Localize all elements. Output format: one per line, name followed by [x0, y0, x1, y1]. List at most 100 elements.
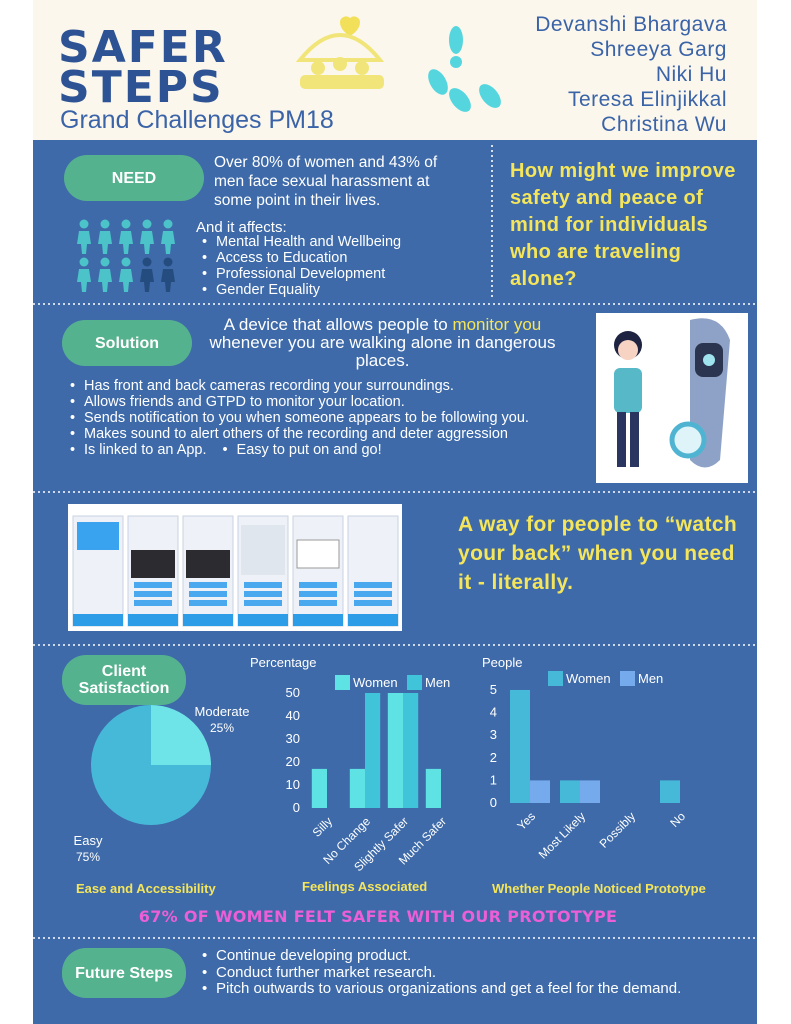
person-body	[119, 231, 133, 254]
prototype-screens	[68, 504, 402, 631]
person-head	[79, 257, 89, 267]
lens	[703, 354, 715, 366]
y-tick-label: 20	[286, 754, 300, 769]
person-body	[98, 269, 112, 292]
affects-intro: And it affects:	[196, 219, 287, 236]
affects-item: Professional Development	[200, 266, 401, 282]
solution-bullet: Makes sound to alert others of the recor…	[68, 426, 588, 442]
slice-label: Moderate	[195, 704, 250, 719]
header-bg	[33, 0, 757, 140]
screen-button	[354, 600, 392, 606]
person-head	[100, 257, 110, 267]
screen-map	[241, 525, 285, 575]
pie-slice	[151, 705, 211, 765]
person-body	[119, 269, 133, 292]
person-body	[77, 231, 91, 254]
screens-bg	[68, 504, 402, 631]
future-bullet: Conduct further market research.	[200, 964, 681, 982]
solution-statement: A device that allows people to monitor y…	[200, 316, 565, 370]
y-tick-label: 0	[293, 800, 300, 815]
person	[355, 61, 369, 75]
y-tick-label: 1	[490, 772, 497, 787]
person-head	[142, 219, 152, 229]
screen-button	[244, 591, 282, 597]
client-label: Client Satisfaction	[62, 655, 186, 705]
bar	[510, 689, 530, 803]
solution-bullet: Easy to put on and go!	[221, 442, 382, 458]
chart-title: Whether People Noticed Prototype	[492, 881, 706, 896]
person-body	[77, 269, 91, 292]
y-tick-label: 3	[490, 727, 497, 742]
face	[618, 340, 638, 360]
screen-bar	[238, 614, 288, 626]
chart-title: Feelings Associated	[302, 879, 427, 894]
bar	[660, 780, 680, 803]
screen-button	[189, 582, 227, 588]
y-tick-label: 40	[286, 708, 300, 723]
separators	[33, 145, 757, 939]
screen-button	[299, 600, 337, 606]
screen-video	[186, 550, 230, 578]
leg	[630, 412, 639, 467]
bar	[560, 780, 580, 803]
jacket	[614, 368, 642, 413]
y-tick-label: 0	[490, 795, 497, 810]
product-illustration	[596, 313, 748, 483]
y-tick-label: 50	[286, 685, 300, 700]
pie-slice	[91, 705, 211, 825]
author: Niki Hu	[655, 63, 727, 86]
person-head	[79, 219, 89, 229]
author: Shreeya Garg	[590, 38, 727, 61]
slice-label: Easy	[74, 833, 103, 848]
leg	[617, 412, 626, 467]
screen-button	[77, 522, 119, 550]
need-label: NEED	[64, 155, 204, 201]
screen-button	[299, 582, 337, 588]
solution-bullets: Has front and back cameras recording you…	[68, 378, 588, 458]
person	[333, 57, 347, 71]
bar	[365, 693, 381, 808]
subtitle: Grand Challenges PM18	[60, 106, 334, 134]
charts: Moderate 25% Easy 75% Ease and Accessibility…	[74, 655, 706, 896]
legend-swatch	[335, 675, 350, 690]
need-text: Over 80% of women and 43% of men face se…	[214, 154, 438, 209]
people-icons	[77, 219, 175, 292]
bar	[403, 693, 419, 808]
person-head	[100, 219, 110, 229]
y-tick-label: 4	[490, 705, 497, 720]
future-label: Future Steps	[62, 948, 186, 998]
solution-bullet: Has front and back cameras recording you…	[68, 378, 588, 394]
bar	[387, 693, 403, 808]
footprints-icon	[428, 26, 501, 112]
logo-icon	[295, 16, 385, 89]
device	[669, 421, 707, 459]
screen-alert	[296, 539, 340, 569]
legend-swatch	[407, 675, 422, 690]
legend-label: Women	[566, 671, 611, 686]
chart-title: Ease and Accessibility	[76, 881, 216, 896]
person-head	[163, 219, 173, 229]
author: Devanshi Bhargava	[535, 13, 727, 36]
future-bullet: Continue developing product.	[200, 947, 681, 965]
text: whenever you are walking alone in danger…	[209, 333, 556, 370]
legend-swatch	[620, 671, 635, 686]
screen-button	[354, 591, 392, 597]
highlight-stat: 67% OF WOMEN FELT SAFER WITH OUR PROTOTY…	[138, 907, 618, 926]
future-bullet: Pitch outwards to various organizations …	[200, 980, 681, 998]
authors: Devanshi Bhargava Shreeya Garg Niki Hu Tere…	[535, 12, 727, 137]
screen-bar	[73, 614, 123, 626]
legend-label: Men	[425, 675, 450, 690]
title: SAFER	[58, 22, 228, 73]
footprint	[449, 26, 463, 54]
y-tick-label: 2	[490, 750, 497, 765]
screen-button	[134, 600, 172, 606]
y-tick-label: 10	[286, 777, 300, 792]
person-head	[142, 257, 152, 267]
footprint	[449, 88, 471, 112]
future-bullets: Continue developing product.Conduct furt…	[200, 947, 681, 998]
solution-bullet: Sends notification to you when someone a…	[68, 410, 588, 426]
legend-swatch	[548, 671, 563, 686]
question: How might we improve safety and peace of…	[510, 160, 736, 290]
person	[311, 61, 325, 75]
